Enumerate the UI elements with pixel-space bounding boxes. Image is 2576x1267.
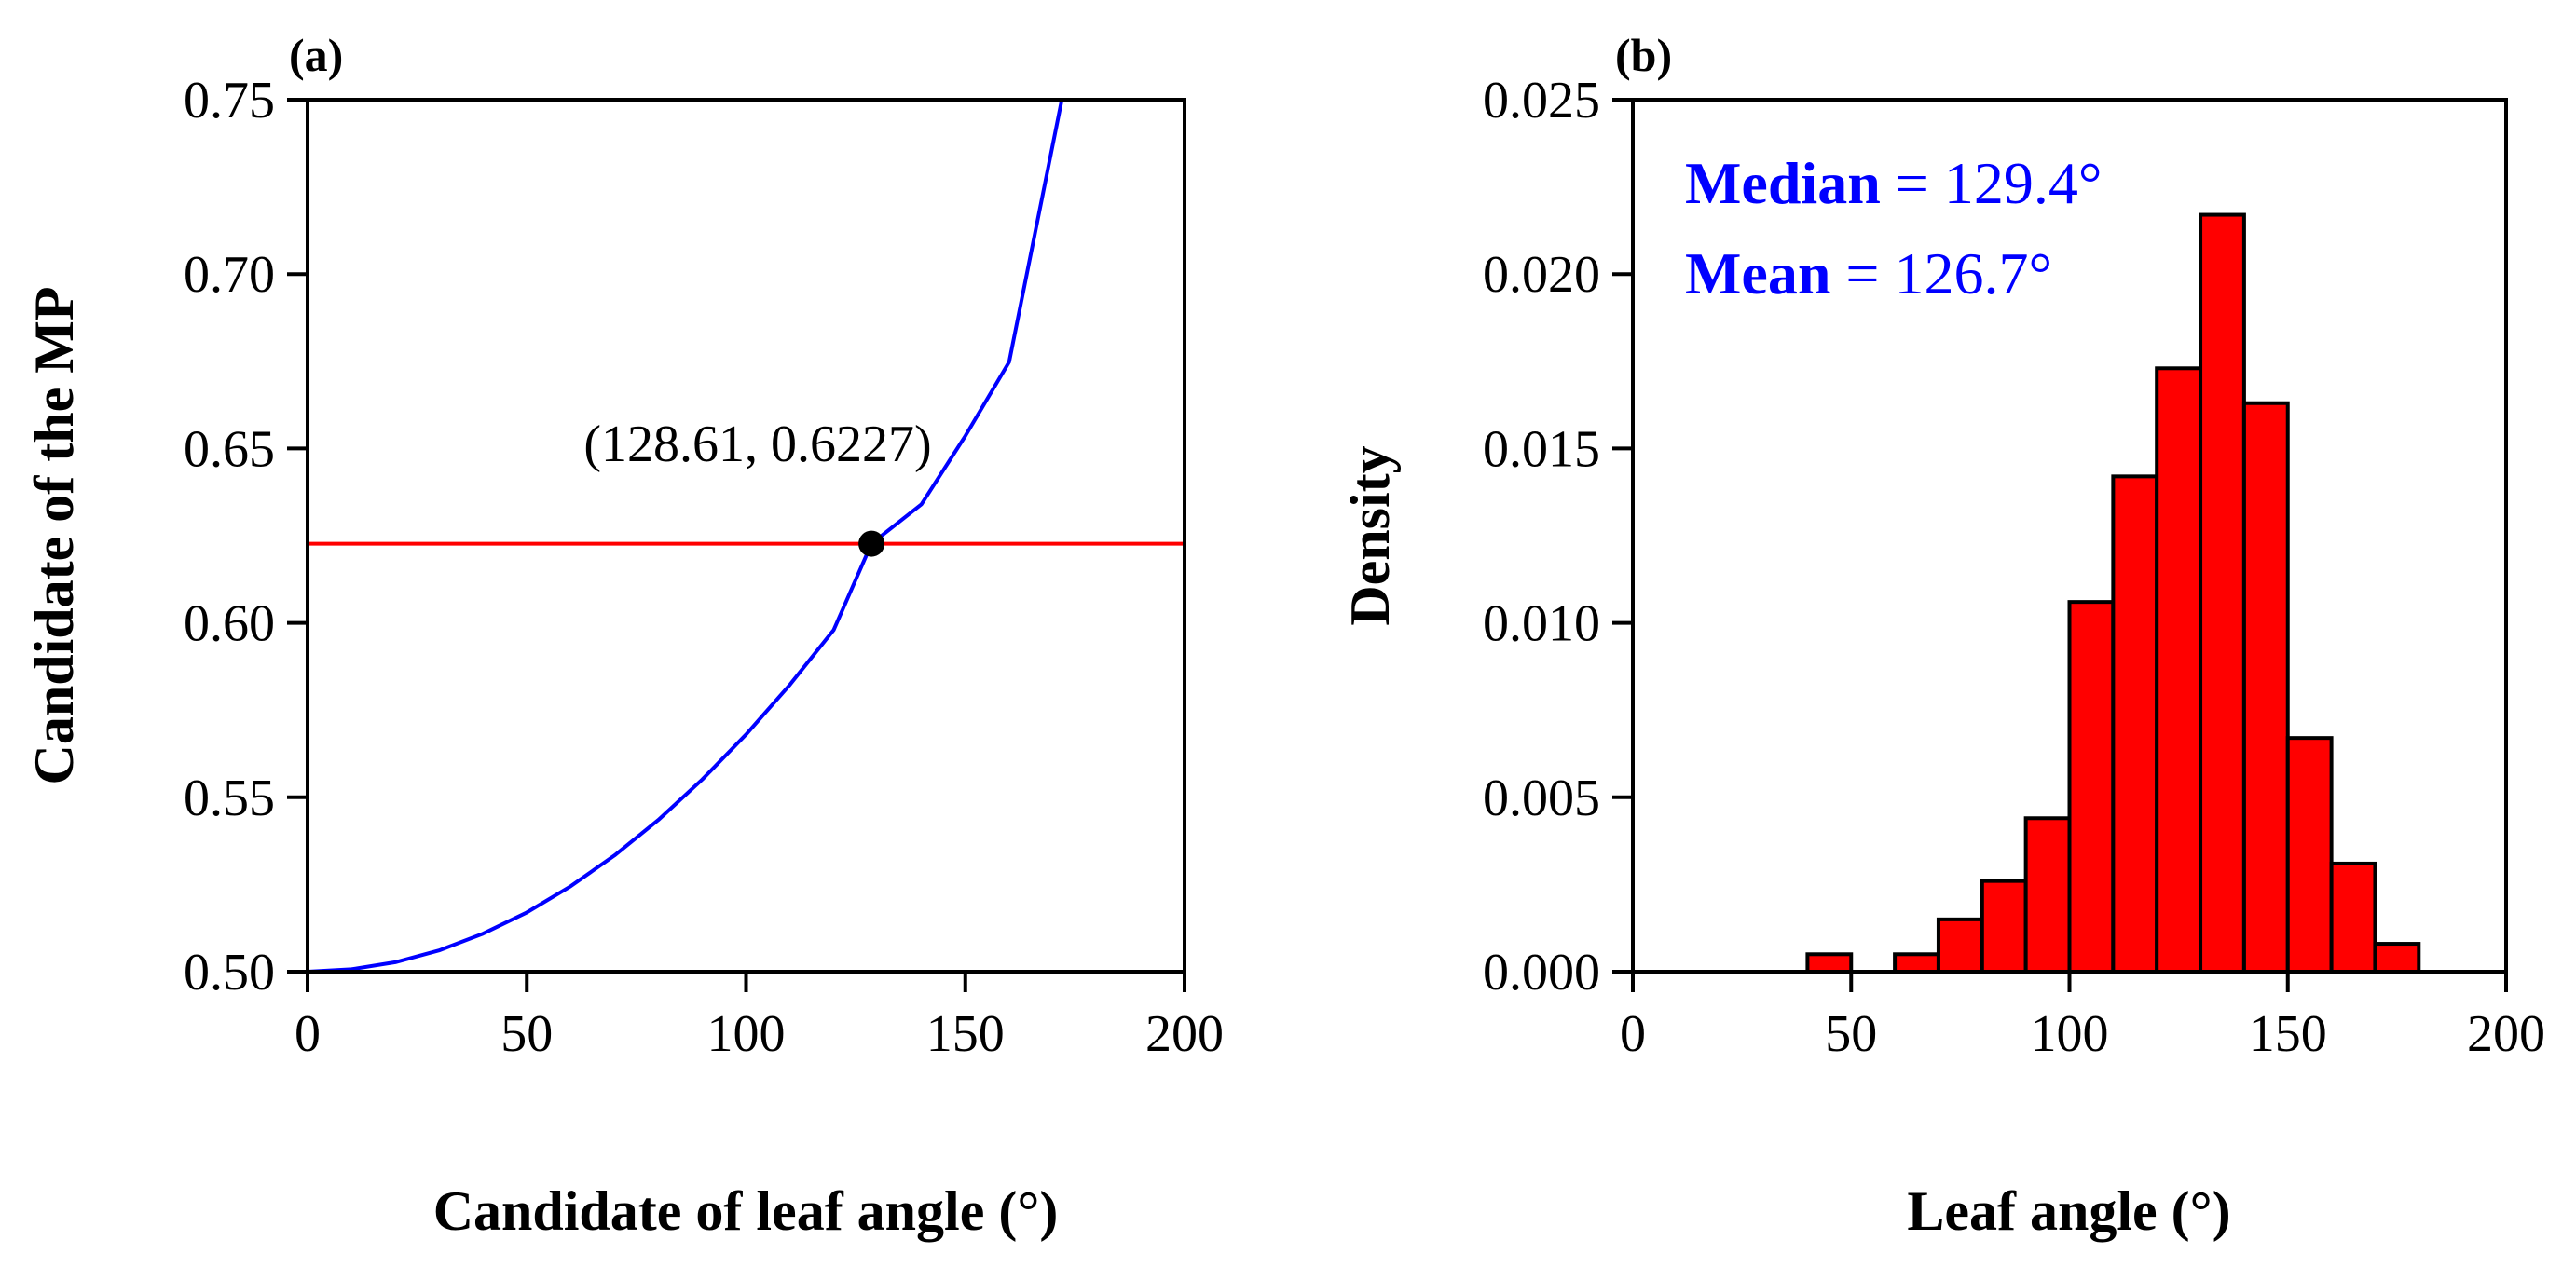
histogram-bar [1893,952,1940,974]
histogram-bar [2023,816,2072,974]
panel-a-annotation: (128.61, 0.6227) [583,416,931,473]
histogram-bar [1805,952,1854,974]
panel-b-x-tick-label: 150 [2249,1005,2327,1063]
intersection-point [858,530,885,557]
panel-a-x-tick-label: 100 [707,1005,786,1063]
panel-a-y-tick-label: 0.55 [184,770,275,827]
panel-b-y-ticks: 0.000 0.005 0.010 0.015 0.020 0.025 [1483,72,1633,1001]
histogram-bar [2373,942,2421,974]
panel-a-x-tick-label: 50 [500,1005,553,1063]
panel-a-y-tick-label: 0.60 [184,595,275,653]
panel-b: (b) 0 50 100 150 200 0.0000.0050.0100.0150.0… [1339,29,2545,1242]
panel-a-x-tick-label: 150 [926,1005,1005,1063]
panel-a: (a) 0 50 100 150 200 0.50 0.55 0.60 0.65 0.70 0.7… [23,29,1224,1242]
panel-a-frame [306,98,1186,974]
panel-b-y-tick-label: 0.005 [1483,770,1600,827]
panel-a-y-axis-label: Candidate of the MP [23,287,85,785]
panel-b-y-tick-label: 0.020 [1483,246,1600,304]
panel-b-plot-area [1805,212,2421,974]
panel-a-y-tick-label: 0.70 [184,246,275,304]
panel-b-y-tick-label: 0.000 [1483,944,1600,1001]
panel-b-y-tick-label: 0.015 [1483,420,1600,478]
panel-b-y-axis-label: Density [1339,445,1401,625]
panel-a-y-tick-label: 0.50 [184,944,275,1001]
stats-median-label: Median [1685,150,1881,216]
histogram-bar [2329,861,2377,974]
stats-median: Median = 129.4° [1685,150,2102,216]
histogram-bar [2111,474,2159,974]
stats-mean-label: Mean [1685,240,1830,307]
panel-b-x-tick-label: 200 [2467,1005,2545,1063]
stats-mean: Mean = 126.7° [1685,240,2052,307]
panel-b-x-tick-label: 0 [1620,1005,1646,1063]
stats-median-value: = 129.4° [1881,150,2103,216]
panel-b-label: (b) [1615,29,1672,81]
panel-b-x-axis-label: Leaf angle (°) [1907,1180,2230,1242]
histogram-bar [1980,879,2028,974]
panel-a-x-tick-label: 0 [295,1005,321,1063]
stats-mean-value: = 126.7° [1830,240,2052,307]
histogram-bar [2241,401,2290,974]
panel-a-x-tick-label: 200 [1145,1005,1224,1063]
panel-b-y-tick-label: 0.025 [1483,72,1600,129]
histogram-bar [2067,600,2116,974]
panel-a-label: (a) [289,29,343,81]
panel-b-x-ticks: 0 50 100 150 200 [1620,972,2545,1063]
histogram-bar [2285,736,2334,974]
panel-a-y-tick-label: 0.65 [184,420,275,478]
panel-b-x-tick-label: 100 [2031,1005,2109,1063]
panel-b-x-tick-label: 50 [1825,1005,1877,1063]
histogram-bar [2199,212,2246,974]
histogram-bar [1936,917,1984,974]
panel-a-y-tick-label: 0.75 [184,72,275,129]
panel-b-y-tick-label: 0.010 [1483,595,1600,653]
panel-a-y-ticks: 0.50 0.55 0.60 0.65 0.70 0.75 [184,72,308,1001]
mp-curve [307,99,1064,974]
panel-a-x-ticks: 0 50 100 150 200 [295,972,1224,1063]
histogram-bar [2155,366,2203,974]
panel-a-plot-area [307,99,1185,974]
panel-a-x-axis-label: Candidate of leaf angle (°) [433,1180,1059,1242]
